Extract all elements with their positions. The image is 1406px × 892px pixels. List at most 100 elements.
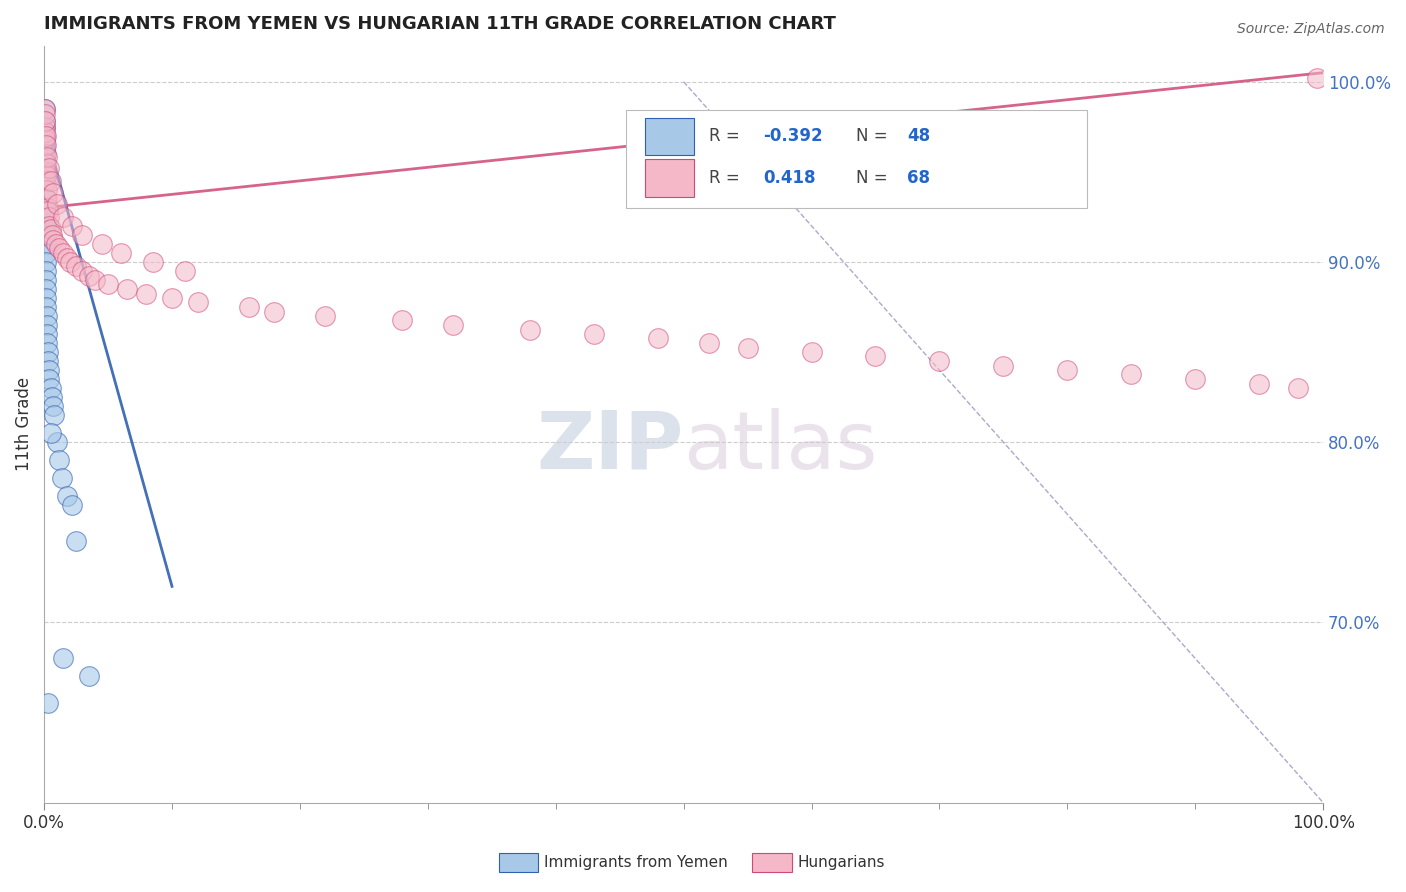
Point — [142, 255, 165, 269]
Point — [1249, 377, 1271, 392]
Point — [42, 399, 65, 413]
Point — [84, 273, 107, 287]
Point — [72, 227, 94, 242]
Point — [263, 305, 285, 319]
Point — [34, 132, 56, 146]
Point — [34, 222, 56, 236]
Point — [34, 128, 56, 143]
FancyBboxPatch shape — [626, 110, 1087, 209]
Point — [34, 143, 56, 157]
Point — [56, 489, 79, 503]
Point — [391, 312, 413, 326]
Text: N =: N = — [856, 169, 889, 187]
Point — [35, 264, 58, 278]
Point — [110, 246, 132, 260]
Point — [34, 125, 56, 139]
Point — [1286, 381, 1309, 395]
Point — [42, 186, 65, 201]
Point — [37, 345, 59, 359]
Text: -0.392: -0.392 — [763, 128, 823, 145]
Point — [238, 300, 260, 314]
Point — [52, 246, 75, 260]
Point — [38, 161, 60, 176]
Point — [34, 169, 56, 183]
Point — [993, 359, 1015, 374]
Point — [35, 309, 58, 323]
Point — [1121, 367, 1143, 381]
Point — [38, 372, 60, 386]
Point — [35, 192, 58, 206]
Point — [34, 114, 56, 128]
Point — [39, 174, 62, 188]
Point — [60, 498, 83, 512]
Point — [34, 107, 56, 121]
Point — [34, 132, 56, 146]
Point — [34, 120, 56, 134]
Point — [34, 174, 56, 188]
Point — [35, 165, 58, 179]
Point — [647, 331, 669, 345]
Point — [37, 204, 59, 219]
Point — [35, 300, 58, 314]
Point — [519, 323, 541, 337]
Point — [42, 233, 65, 247]
Point — [35, 318, 58, 332]
Point — [52, 651, 75, 665]
Point — [37, 192, 59, 206]
Point — [41, 390, 63, 404]
Text: 68: 68 — [907, 169, 931, 187]
Point — [315, 309, 337, 323]
Point — [34, 120, 56, 134]
Point — [865, 349, 887, 363]
Text: R =: R = — [709, 128, 740, 145]
Point — [160, 291, 183, 305]
Point — [1184, 372, 1206, 386]
Point — [41, 227, 63, 242]
Text: atlas: atlas — [683, 408, 877, 486]
Point — [56, 252, 79, 266]
Point — [35, 255, 58, 269]
Point — [52, 210, 75, 224]
Point — [34, 137, 56, 152]
Point — [77, 669, 100, 683]
Point — [34, 236, 56, 251]
Point — [51, 471, 73, 485]
Point — [34, 210, 56, 224]
Point — [187, 294, 209, 309]
Point — [48, 240, 70, 254]
Point — [35, 156, 58, 170]
Point — [90, 236, 112, 251]
Bar — [645, 159, 693, 197]
Point — [45, 197, 67, 211]
Point — [928, 354, 950, 368]
Point — [35, 273, 58, 287]
Point — [72, 264, 94, 278]
Point — [34, 150, 56, 164]
Point — [35, 137, 58, 152]
Point — [45, 435, 67, 450]
Point — [583, 326, 606, 341]
Point — [39, 381, 62, 395]
Point — [60, 219, 83, 233]
Point — [38, 210, 60, 224]
Point — [441, 318, 464, 332]
Text: 0.418: 0.418 — [763, 169, 815, 187]
Point — [34, 246, 56, 260]
Point — [59, 255, 82, 269]
Point — [34, 219, 56, 233]
Point — [34, 102, 56, 116]
Point — [65, 259, 87, 273]
Point — [34, 146, 56, 161]
Point — [117, 282, 139, 296]
Point — [35, 326, 58, 341]
Point — [697, 336, 720, 351]
Text: IMMIGRANTS FROM YEMEN VS HUNGARIAN 11TH GRADE CORRELATION CHART: IMMIGRANTS FROM YEMEN VS HUNGARIAN 11TH … — [44, 15, 837, 33]
Point — [39, 222, 62, 236]
Point — [65, 534, 87, 549]
Point — [97, 277, 120, 291]
Point — [34, 156, 56, 170]
Text: 48: 48 — [907, 128, 931, 145]
Point — [1056, 363, 1078, 377]
Point — [34, 201, 56, 215]
Text: N =: N = — [856, 128, 889, 145]
